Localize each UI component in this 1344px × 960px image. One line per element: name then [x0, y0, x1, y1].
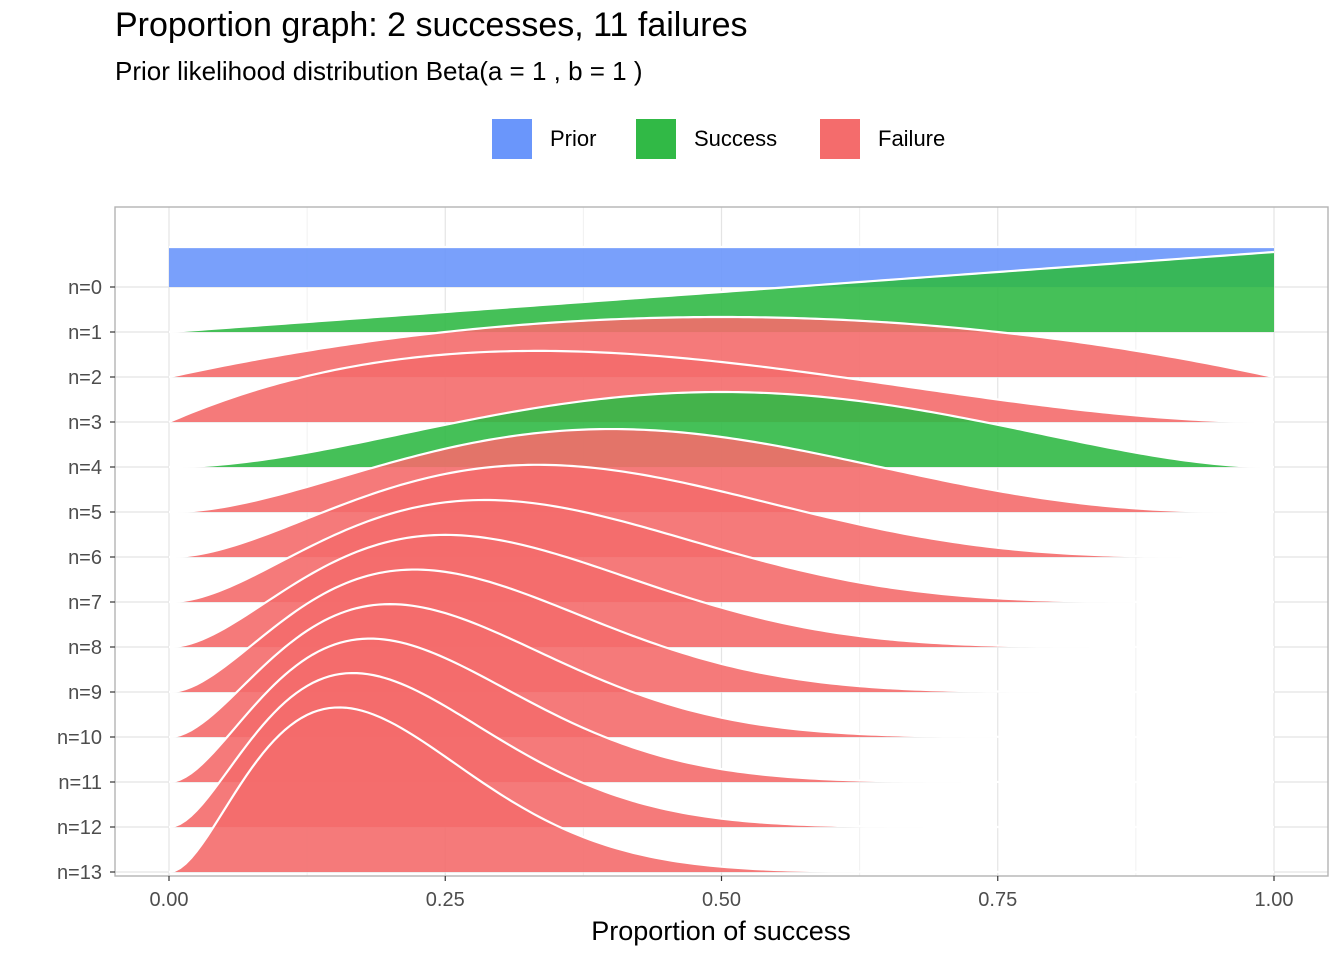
ridge-outline-n-7 [168, 498, 1274, 604]
y-tick-label: n=3 [68, 412, 102, 434]
chart-title: Proportion graph: 2 successes, 11 failur… [115, 6, 748, 44]
x-tick-label: 1.00 [1255, 889, 1294, 911]
legend-item-prior: Prior [492, 119, 596, 159]
x-axis-label: Proportion of success [591, 916, 851, 946]
ridge-outline-n-6 [168, 463, 1274, 559]
legend-label-success: Success [694, 126, 778, 151]
axes: n=0 n=1 n=2 n=3 n=4 n=5 n=6 n=7 n=8 n=9 n=10 n=11 n=… [57, 206, 1329, 911]
x-tick-label: 0.50 [702, 889, 741, 911]
x-tick-label: 0.75 [978, 889, 1017, 911]
y-tick-label: n=2 [68, 367, 102, 389]
ridge-outline-n-11 [168, 637, 1274, 784]
ridge-outline-n-4 [168, 390, 1275, 469]
x-tick-label: 0.00 [150, 889, 189, 911]
y-tick-label: n=7 [68, 592, 102, 614]
chart-subtitle: Prior likelihood distribution Beta(a = 1… [115, 56, 643, 86]
ridge-outline-n-3 [168, 349, 1275, 424]
legend-label-prior: Prior [550, 126, 597, 151]
legend: Prior Success Failure [0, 119, 1344, 159]
ridge-outline-n-9 [168, 568, 1274, 694]
ridge-outline-n-10 [168, 603, 1274, 739]
y-tick-label: n=6 [68, 547, 102, 569]
ridge-fill-n-13 [169, 707, 1274, 872]
y-tick-label: n=11 [58, 772, 102, 794]
ridge-densities [168, 245, 1275, 874]
y-tick-label: n=9 [68, 682, 102, 704]
legend-item-success: Success [636, 119, 777, 159]
legend-key-failure [820, 119, 860, 159]
legend-key-prior [492, 119, 532, 159]
y-tick-label: n=5 [68, 502, 102, 524]
y-tick-label: n=13 [57, 862, 102, 884]
legend-item-failure: Failure [820, 119, 945, 159]
ridge-outline-n-2 [168, 315, 1275, 379]
ridge-outline-n-12 [168, 671, 1274, 829]
legend-key-success [636, 119, 676, 159]
ridge-outline-n-1 [168, 250, 1275, 334]
y-tick-label: n=4 [68, 457, 102, 479]
x-tick-label: 0.25 [426, 889, 465, 911]
legend-label-failure: Failure [878, 126, 946, 151]
ridge-outline-n-5 [168, 427, 1274, 514]
ridge-outline-n-13 [168, 706, 1274, 874]
y-tick-label: n=10 [57, 727, 102, 749]
y-tick-label: n=0 [68, 277, 102, 299]
ridge-fill-n-3 [169, 350, 1274, 422]
y-tick-label: n=1 [68, 322, 102, 344]
y-tick-label: n=8 [68, 637, 102, 659]
ridge-outline-n-8 [168, 533, 1274, 649]
y-tick-label: n=12 [57, 817, 102, 839]
